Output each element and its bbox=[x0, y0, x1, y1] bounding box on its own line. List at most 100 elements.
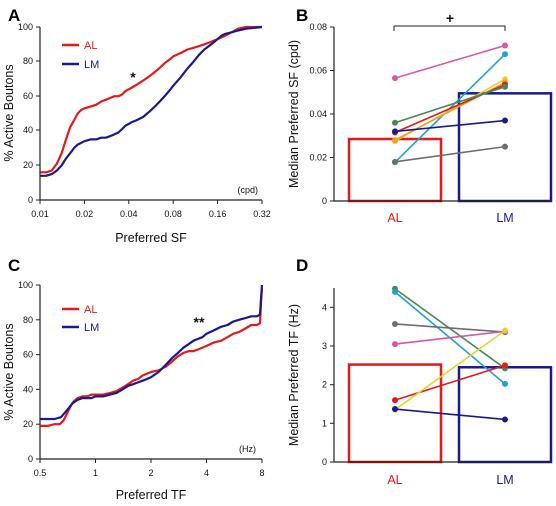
paired-line bbox=[394, 408, 506, 421]
panel-c-series-lm bbox=[40, 284, 264, 421]
paired-point-al bbox=[392, 128, 398, 135]
panel-c-ytick-label: 40 bbox=[23, 384, 33, 394]
paired-point-al bbox=[392, 158, 398, 165]
panel-d-bar-al bbox=[347, 363, 443, 464]
panel-a-series-lm bbox=[40, 25, 263, 177]
panel-d: D 0 1 2 3 4 Median Preferred TF (Hz) AL … bbox=[287, 256, 553, 487]
paired-line bbox=[394, 330, 506, 345]
panel-a-ytick-label: 40 bbox=[23, 125, 33, 135]
legend-label-al: AL bbox=[84, 304, 97, 316]
panel-a-ytick-label: 20 bbox=[23, 160, 33, 170]
panel-b-significance-bracket: + bbox=[393, 10, 506, 31]
panel-c-xtick-label: 0.5 bbox=[34, 468, 47, 478]
paired-line bbox=[394, 119, 506, 133]
panel-a-ytick-label: 100 bbox=[18, 22, 33, 32]
paired-point-lm bbox=[502, 51, 508, 58]
panel-a-significance-marker: * bbox=[130, 69, 136, 85]
panel-c-plot-area bbox=[40, 284, 264, 427]
panel-a-ytick-label: 60 bbox=[23, 91, 33, 101]
panel-b-category-lm: LM bbox=[496, 211, 513, 225]
panel-d-y-label: Median Preferred TF (Hz) bbox=[287, 304, 301, 446]
paired-point-al bbox=[392, 397, 398, 404]
panel-d-y-ticks: 0 1 2 3 4 bbox=[322, 302, 334, 467]
paired-point-al bbox=[392, 341, 398, 348]
paired-line bbox=[394, 364, 506, 401]
panel-b-bar-al bbox=[347, 137, 443, 203]
paired-point-al bbox=[392, 288, 398, 295]
panel-b-ytick-label: 0.02 bbox=[309, 153, 327, 163]
panel-b-letter: B bbox=[296, 6, 308, 25]
panel-a-letter: A bbox=[8, 6, 20, 25]
paired-line bbox=[394, 323, 506, 333]
panel-b-category-al: AL bbox=[387, 211, 402, 225]
panel-c-xtick-label: 1 bbox=[93, 468, 98, 478]
panel-b-y-ticks: 0 0.02 0.04 0.06 0.08 bbox=[309, 22, 334, 206]
panel-a-x-label: Preferred SF bbox=[115, 231, 187, 245]
paired-line bbox=[394, 44, 506, 79]
panel-c-xtick-label: 4 bbox=[204, 468, 209, 478]
paired-point-lm bbox=[502, 42, 508, 49]
panel-c-letter: C bbox=[8, 256, 20, 275]
panel-c-ytick-label: 80 bbox=[23, 315, 33, 325]
panel-b-significance-marker: + bbox=[446, 10, 454, 26]
panel-a-xtick-label: 0.04 bbox=[120, 209, 138, 219]
panel-c-unit-label: (Hz) bbox=[239, 444, 256, 454]
paired-point-lm bbox=[502, 143, 508, 150]
panel-c-ytick-label: 100 bbox=[18, 280, 33, 290]
panel-c: C 0 20 40 60 80 100 0.5 1 2 4 8 Preferre… bbox=[2, 256, 265, 502]
panel-a-ytick-label: 80 bbox=[23, 56, 33, 66]
panel-c-legend: AL LM bbox=[62, 304, 99, 334]
panel-a-plot-area bbox=[40, 25, 263, 177]
panel-a-y-label: % Active Boutons bbox=[2, 64, 16, 161]
panel-c-ytick-label: 0 bbox=[28, 454, 33, 464]
paired-line bbox=[394, 145, 506, 163]
panel-a-xtick-label: 0.08 bbox=[164, 209, 182, 219]
panel-d-plot-area bbox=[347, 285, 553, 464]
panel-d-category-al: AL bbox=[387, 473, 402, 487]
panel-b-ytick-label: 0.04 bbox=[309, 109, 327, 119]
paired-point-lm bbox=[502, 362, 508, 369]
legend-label-lm: LM bbox=[84, 322, 99, 334]
panel-c-y-label: % Active Boutons bbox=[2, 323, 16, 420]
paired-line bbox=[394, 329, 506, 411]
panel-b-y-label: Median Preferred SF (cpd) bbox=[287, 40, 301, 188]
panel-d-ytick-label: 3 bbox=[322, 341, 327, 351]
panel-d-letter: D bbox=[296, 256, 308, 275]
paired-point-lm bbox=[502, 416, 508, 423]
panel-a-series-al bbox=[40, 25, 262, 174]
panel-c-ytick-label: 60 bbox=[23, 350, 33, 360]
paired-point-al bbox=[392, 137, 398, 144]
legend-label-al: AL bbox=[84, 40, 97, 52]
panel-b: B 0 0.02 0.04 0.06 0.08 Median Preferred… bbox=[287, 6, 553, 225]
panel-a-unit-label: (cpd) bbox=[237, 185, 258, 195]
panel-a-legend: AL LM bbox=[62, 40, 99, 71]
panel-c-ytick-label: 20 bbox=[23, 419, 33, 429]
paired-point-lm bbox=[502, 83, 508, 90]
panel-d-ytick-label: 4 bbox=[322, 302, 327, 312]
panel-c-xtick-label: 2 bbox=[148, 468, 153, 478]
panel-a-xtick-label: 0.01 bbox=[31, 209, 49, 219]
panel-d-category-lm: LM bbox=[496, 473, 513, 487]
panel-b-ytick-label: 0 bbox=[322, 196, 327, 206]
panel-c-y-ticks: 0 20 40 60 80 100 bbox=[18, 280, 40, 464]
paired-point-al bbox=[392, 406, 398, 413]
paired-point-al bbox=[392, 119, 398, 126]
legend-label-lm: LM bbox=[84, 59, 99, 71]
panel-b-plot-area bbox=[347, 42, 553, 203]
panel-a-xtick-label: 0.16 bbox=[209, 209, 227, 219]
panel-a-y-ticks: 0 20 40 60 80 100 bbox=[18, 22, 40, 205]
panel-a-ytick-label: 0 bbox=[28, 195, 33, 205]
panel-c-significance-marker: ** bbox=[194, 314, 205, 330]
panel-c-x-label: Preferred TF bbox=[116, 488, 187, 502]
panel-a-xtick-label: 0.32 bbox=[253, 209, 271, 219]
panel-a-xtick-label: 0.02 bbox=[76, 209, 94, 219]
panel-a-x-ticks: 0.01 0.02 0.04 0.08 0.16 0.32 bbox=[31, 200, 271, 219]
paired-point-al bbox=[392, 320, 398, 327]
paired-point-lm bbox=[502, 117, 508, 124]
bracket-line bbox=[393, 25, 506, 31]
paired-line bbox=[394, 86, 506, 124]
panel-d-ytick-label: 1 bbox=[322, 418, 327, 428]
panel-c-x-ticks: 0.5 1 2 4 8 bbox=[34, 459, 265, 478]
paired-point-lm bbox=[502, 380, 508, 387]
